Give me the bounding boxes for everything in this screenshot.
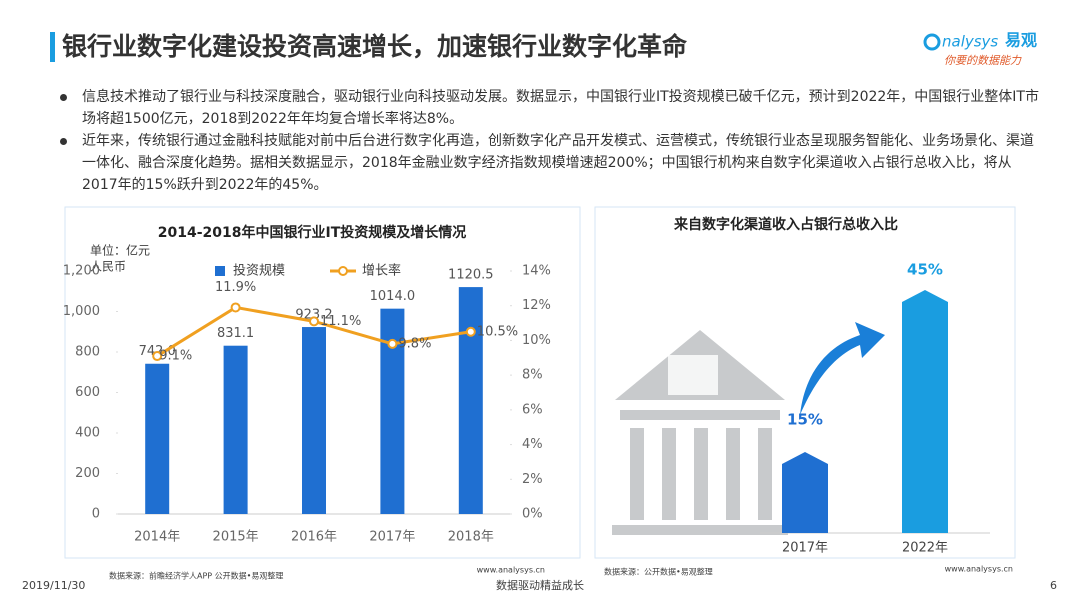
legend-marker <box>338 266 348 276</box>
y-tick-label: 200 <box>75 466 100 481</box>
y-tick-label: 800 <box>75 345 100 360</box>
data-label: 11.1% <box>320 314 361 329</box>
title-bar <box>50 32 55 62</box>
bar <box>302 327 326 514</box>
line-marker <box>309 316 319 327</box>
y2-tick-label: 4% <box>522 437 543 452</box>
data-label: 9.1% <box>159 349 192 364</box>
footer-slogan: 数据驱动精益成长 <box>496 578 584 592</box>
data-label: 15% <box>787 411 823 429</box>
y-tick-label: 600 <box>75 385 100 400</box>
y-tick-label: 0 <box>92 507 100 522</box>
legend-label: 增长率 <box>362 263 401 279</box>
y2-tick-label: 2% <box>522 472 543 487</box>
site: www.analysys.cn <box>945 565 1013 574</box>
logo-slogan: 你要的数据能力 <box>944 54 1022 67</box>
data-label: 1014.0 <box>370 289 416 304</box>
y2-tick-label: 6% <box>522 402 543 417</box>
source: 数据来源：前瞻经济学人APP 公开数据•易观整理 <box>109 571 283 581</box>
x-tick-label: 2014年 <box>134 530 180 545</box>
x-tick-label: 2018年 <box>448 530 494 545</box>
y2-tick-label: 8% <box>522 368 543 383</box>
data-label: 45% <box>907 261 943 279</box>
y-tick-label: 400 <box>75 426 100 441</box>
bullet: 信息技术推动了银行业与科技深度融合，驱动银行业向科技驱动发展。数据显示，中国银行… <box>60 86 1042 130</box>
x-tick-label: 2015年 <box>213 530 259 545</box>
site: www.analysys.cn <box>477 566 545 575</box>
bar <box>458 287 483 514</box>
arrow <box>800 322 885 415</box>
line-marker <box>230 302 241 313</box>
y-tick-label: 1,000 <box>63 304 100 319</box>
date: 2019/11/30 <box>22 579 85 592</box>
slide-title: 银行业数字化建设投资高速增长，加速银行业数字化革命 <box>62 32 688 61</box>
logo-cn: 易观 <box>1005 31 1037 50</box>
legend-swatch <box>215 266 225 276</box>
y2-tick-label: 10% <box>522 333 551 348</box>
chart-title: 来自数字化渠道收入占银行总收入比 <box>673 216 898 233</box>
line-marker <box>465 326 476 337</box>
logo-brand: nalysys <box>942 33 998 51</box>
y2-tick-label: 12% <box>522 298 551 313</box>
unit-label: 人民币 <box>90 260 126 274</box>
line-marker <box>152 351 163 362</box>
x-tick-label: 2016年 <box>291 530 337 545</box>
legend-label: 投资规模 <box>233 263 285 279</box>
data-label: 1120.5 <box>448 268 494 283</box>
data-label: 11.9% <box>215 280 256 295</box>
y-tick-label: 1,200 <box>63 264 100 279</box>
bullet: 近年来，传统银行通过金融科技赋能对前中后台进行数字化再造，创新数字化产品开发模式… <box>60 130 1042 196</box>
x-tick-label: 2017年 <box>369 530 415 545</box>
bar <box>223 345 248 514</box>
x-tick-label: 2017年 <box>782 541 828 556</box>
bar <box>145 363 170 514</box>
panel <box>594 206 1016 559</box>
chart-title: 2014-2018年中国银行业IT投资规模及增长情况 <box>158 224 467 241</box>
page-number: 6 <box>1050 579 1057 592</box>
unit-label: 单位：亿元 <box>90 243 150 258</box>
data-label: 10.5% <box>477 324 518 339</box>
y2-tick-label: 14% <box>522 264 551 279</box>
bank-icon <box>612 330 788 535</box>
line-marker <box>387 338 398 349</box>
bar <box>902 290 948 533</box>
y2-tick-label: 0% <box>522 507 543 522</box>
data-label: 9.8% <box>398 336 431 351</box>
source: 数据来源：公开数据•易观整理 <box>604 567 713 577</box>
panel <box>64 206 581 559</box>
x-tick-label: 2022年 <box>902 541 948 556</box>
logo-mark <box>923 33 941 51</box>
bar <box>782 452 828 533</box>
data-label: 831.1 <box>217 326 254 341</box>
